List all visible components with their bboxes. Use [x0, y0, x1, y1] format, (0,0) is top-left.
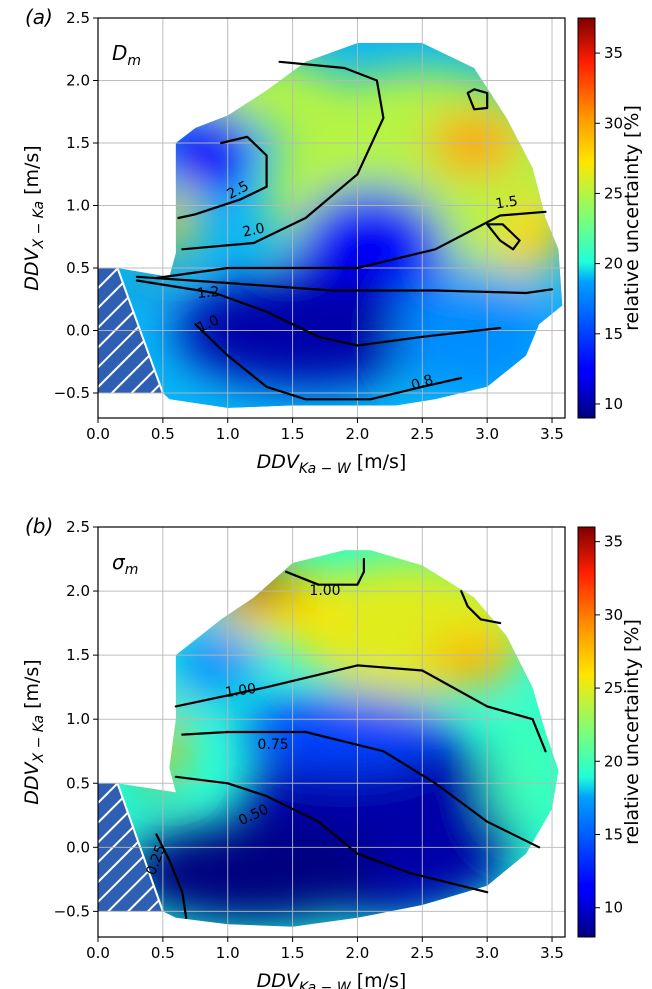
y-tick-label: 2.5 [66, 9, 90, 27]
y-tick-label: 1.0 [66, 197, 90, 215]
x-tick-label: 0.0 [86, 425, 110, 443]
x-tick-label: 1.5 [281, 425, 305, 443]
contour-line [135, 275, 554, 295]
colorbar-tick-label: 25 [604, 184, 623, 202]
colorbar-tick-label: 15 [604, 325, 623, 343]
x-tick-label: 0.5 [151, 425, 175, 443]
contour-label: 1.5 [494, 194, 518, 213]
x-tick-label: 0.5 [151, 944, 175, 962]
y-tick-label: −0.5 [54, 384, 90, 402]
panel-a: 2.5 2.0 1.5 1.2 1.0 0.8 0.0 0.5 1.0 1.5 2.0 2.5 3.0 3… [21, 5, 643, 477]
contour-line [155, 833, 188, 919]
y-tick-label: 0.5 [66, 774, 90, 792]
y-tick-label: 0.5 [66, 259, 90, 277]
contour-line [174, 664, 547, 753]
y-tick-label: −0.5 [54, 902, 90, 920]
contour-label: 1.2 [196, 284, 220, 302]
colorbar-tick-label: 20 [604, 255, 623, 273]
x-tick-label: 3.0 [475, 944, 499, 962]
contour-label: 1.00 [224, 681, 257, 701]
y-tick-label: 2.0 [66, 582, 90, 600]
x-tick-label: 1.0 [216, 425, 240, 443]
heat-blob [156, 180, 196, 256]
colorbar-tick-label: 10 [604, 395, 623, 413]
heat-blob [428, 635, 520, 688]
contour-line [181, 730, 541, 849]
y-tick-label: 2.0 [66, 72, 90, 90]
contour-line [177, 135, 268, 220]
contour-line [486, 223, 521, 251]
x-tick-label: 3.5 [540, 425, 564, 443]
x-axis-label: DDVKa − W [m/s] [257, 970, 407, 989]
colorbar-tick-label: 35 [604, 533, 623, 551]
y-tick-label: 1.0 [66, 710, 90, 728]
contour-label: 1.00 [309, 583, 340, 599]
colorbar-tick-label: 30 [604, 114, 623, 132]
colorbar-tick-label: 20 [604, 752, 623, 770]
heat-blob [134, 785, 166, 799]
y-axis-label: DDVX − Ka [m/s] [21, 145, 47, 290]
axes-frame [97, 17, 566, 419]
colorbar [577, 526, 596, 938]
contour-line [466, 88, 489, 111]
contour-label: 0.75 [258, 737, 289, 753]
colorbar-tick-label: 10 [604, 899, 623, 917]
colorbar-label: relative uncertainty [%] [621, 105, 643, 331]
y-tick-label: 2.5 [66, 518, 90, 536]
y-tick-label: 1.5 [66, 134, 90, 152]
colorbar-tick-label: 35 [604, 44, 623, 62]
contour-line [460, 590, 502, 625]
contour-line [194, 323, 463, 401]
contour-line [285, 557, 365, 586]
colorbar-tick-label: 30 [604, 606, 623, 624]
x-tick-label: 1.5 [281, 944, 305, 962]
colorbar-label: relative uncertainty [%] [621, 619, 643, 845]
contour-label: 0.8 [409, 372, 435, 394]
panel-label: (a) [25, 5, 53, 29]
y-tick-label: 1.5 [66, 646, 90, 664]
panel-label: (b) [25, 514, 53, 538]
contour-line [155, 210, 547, 280]
x-tick-label: 0.0 [86, 944, 110, 962]
contour-line [135, 279, 502, 347]
contour-label: 2.0 [241, 220, 266, 240]
panel-b: 1.001.000.750.500.250.0 0.5 1.0 1.5 2.0 2.5 3.… [21, 514, 643, 989]
heatmap-field [98, 43, 563, 408]
parameter-label: σm [112, 550, 138, 578]
x-tick-label: 2.0 [346, 425, 370, 443]
heat-blob [487, 706, 559, 835]
parameter-label: Dm [112, 41, 141, 69]
y-tick-label: 0.0 [66, 322, 90, 340]
contour-line [174, 775, 489, 894]
x-axis-label: DDVKa − W [m/s] [257, 451, 407, 477]
y-tick-label: 0.0 [66, 838, 90, 856]
colorbar [577, 17, 596, 419]
x-tick-label: 2.5 [410, 425, 434, 443]
x-tick-label: 2.5 [410, 944, 434, 962]
x-tick-label: 3.5 [540, 944, 564, 962]
colorbar-tick-label: 25 [604, 679, 623, 697]
axes-frame [97, 526, 566, 938]
x-tick-label: 1.0 [216, 944, 240, 962]
x-tick-label: 3.0 [475, 425, 499, 443]
colorbar-tick-label: 15 [604, 826, 623, 844]
y-axis-label: DDVX − Ka [m/s] [21, 659, 47, 804]
heat-blob [153, 706, 185, 784]
contour-line [181, 60, 385, 251]
x-tick-label: 2.0 [346, 944, 370, 962]
